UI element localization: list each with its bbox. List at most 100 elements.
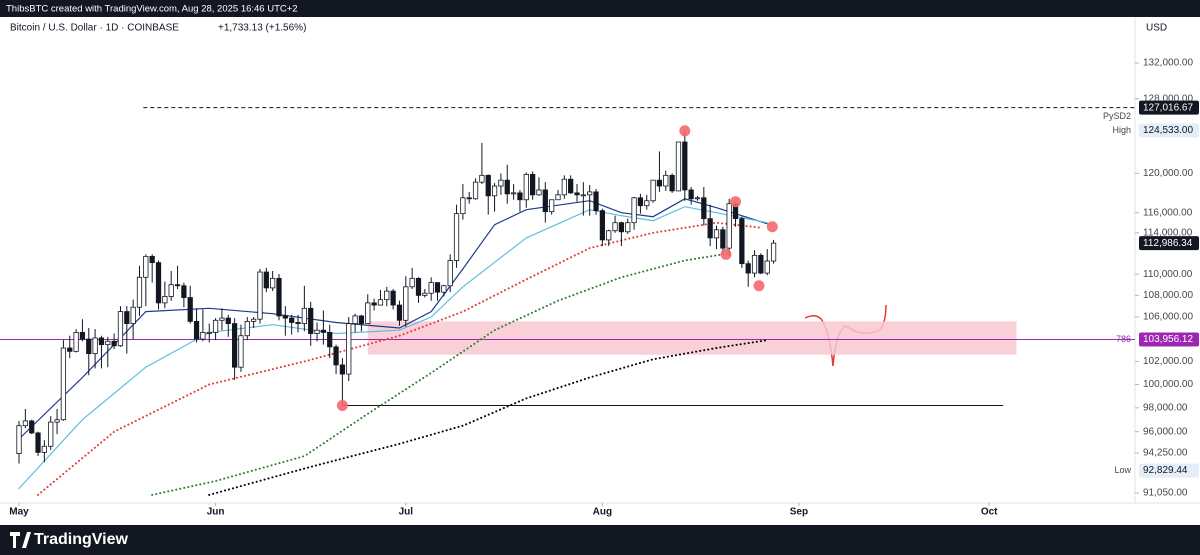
marker	[336, 399, 348, 411]
price-label-box	[1139, 463, 1199, 478]
candle-body	[16, 425, 22, 455]
candle-body	[149, 255, 155, 264]
price-note: High	[1112, 125, 1131, 135]
y-tick-label: 116,000.00	[1143, 207, 1193, 218]
candle-body	[187, 297, 193, 322]
candle-body	[48, 421, 54, 447]
marker	[720, 248, 732, 260]
candle-body	[472, 181, 479, 200]
candle-body	[225, 317, 231, 324]
candle-body	[669, 174, 675, 192]
candle-body	[358, 315, 365, 324]
x-tick-label: Aug	[593, 507, 612, 518]
candle-body	[409, 277, 415, 288]
price-label: 103,956.12	[1143, 334, 1193, 345]
candle-body	[485, 174, 491, 197]
candle-body	[289, 317, 295, 323]
footer	[0, 525, 1200, 555]
candle-body	[136, 276, 143, 308]
marker	[730, 196, 742, 208]
y-tick-label: 102,000.00	[1143, 356, 1193, 367]
candle-body	[352, 315, 358, 324]
candle-body	[257, 271, 263, 320]
price-label-box	[1139, 332, 1199, 347]
candle-body	[599, 210, 605, 241]
indicator-line	[18, 206, 768, 490]
candle-body	[168, 284, 174, 297]
candle-body	[491, 185, 498, 197]
indicator-line	[208, 339, 769, 496]
candle-body	[92, 337, 98, 355]
candle-body	[403, 286, 409, 321]
candle-body	[555, 194, 561, 201]
candle-body	[320, 329, 326, 333]
credit: ThibsBTC created with TradingView.com, A…	[6, 4, 298, 15]
y-tick-label: 106,000.00	[1143, 312, 1193, 323]
marker	[766, 221, 778, 233]
x-tick-label: Sep	[790, 507, 808, 518]
candle-body	[206, 331, 212, 334]
candle-body	[631, 197, 637, 224]
y-tick-label: 98,000.00	[1143, 402, 1188, 413]
candle-body	[308, 307, 314, 334]
candle-body	[707, 218, 713, 239]
candle-body	[181, 285, 187, 298]
candle-body	[98, 337, 105, 346]
candle-body	[212, 319, 219, 333]
candle-body	[193, 320, 200, 340]
candle-body	[618, 222, 625, 233]
candle-body	[244, 320, 250, 337]
candle-body	[200, 331, 206, 340]
candle-body	[549, 199, 555, 213]
candle-body	[447, 260, 453, 287]
candle-body	[574, 192, 580, 196]
candle-body	[301, 307, 307, 324]
candle-body	[339, 364, 346, 375]
y-tick-label: 114,000.00	[1143, 227, 1193, 238]
candle-body	[517, 192, 523, 201]
candle-body	[713, 229, 720, 239]
candle-body	[542, 189, 548, 213]
candle-body	[282, 315, 288, 319]
x-tick-label: Oct	[981, 507, 998, 518]
price-note: Low	[1114, 465, 1131, 475]
y-tick-label: 120,000.00	[1143, 168, 1193, 179]
candle-body	[143, 255, 149, 278]
candle-body	[41, 445, 48, 453]
candle-body	[441, 285, 447, 293]
price-label-box	[1139, 123, 1199, 138]
candle-body	[270, 277, 276, 289]
candle-body	[453, 213, 460, 261]
price-label-box	[1139, 236, 1199, 251]
candle-body	[510, 192, 517, 195]
candle-body	[73, 331, 79, 352]
candle-body	[536, 189, 542, 196]
candle-body	[384, 290, 390, 301]
candle-body	[111, 340, 117, 347]
candle-body	[644, 200, 650, 207]
candle-body	[155, 262, 162, 304]
candle-body	[745, 263, 751, 274]
y-tick-label: 128,000.00	[1143, 93, 1193, 104]
candle-body	[117, 311, 124, 347]
candle-body	[580, 194, 586, 197]
top-bar	[0, 0, 1200, 17]
candle-body	[333, 346, 339, 366]
marker	[753, 280, 765, 292]
price-label: 127,016.67	[1143, 102, 1193, 113]
candle-body	[726, 203, 732, 249]
candle-body	[22, 420, 28, 427]
candle-body	[434, 282, 441, 293]
candle-body	[498, 179, 504, 187]
y-tick-label: 132,000.00	[1143, 58, 1193, 69]
indicator-line	[151, 252, 731, 496]
logo: TradingView	[34, 531, 129, 548]
x-tick-label: Jul	[399, 507, 414, 518]
candle-body	[390, 290, 396, 306]
candle-body	[415, 277, 422, 296]
y-tick-label: 91,050.00	[1143, 488, 1188, 499]
candle-body	[276, 277, 282, 317]
x-tick-label: Jun	[207, 507, 225, 518]
candle-body	[682, 141, 688, 191]
y-tick-label: 110,000.00	[1143, 269, 1193, 280]
